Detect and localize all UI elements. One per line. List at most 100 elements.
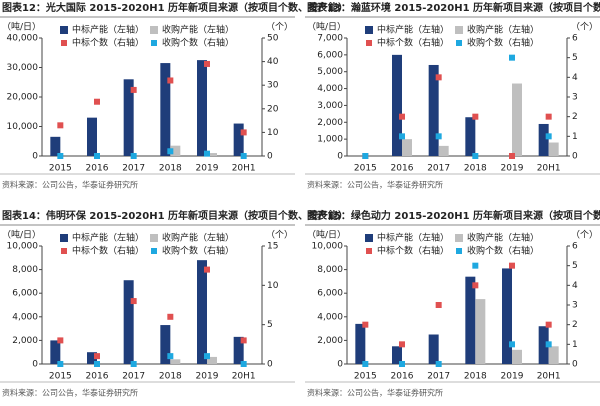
y-tick-label: 6,000	[317, 289, 343, 299]
source-note: 资料来源：公司公告，华泰证券研究所	[2, 388, 138, 398]
point	[130, 86, 137, 93]
x-tick-label: 2017	[122, 164, 145, 174]
bar	[438, 145, 449, 156]
y2-axis-label: （个）	[571, 22, 598, 33]
y2-tick-label: 4	[572, 73, 578, 83]
y-tick-label: 4,000	[317, 312, 343, 322]
legend-label: 中标个数（右轴）	[377, 245, 449, 257]
point	[204, 353, 210, 360]
y2-tick-label: 1	[572, 340, 578, 350]
chart-title: 图表12：光大国际 2015-2020H1 历年新项目来源（按项目个数、按产能）	[2, 1, 348, 14]
x-tick-label: 20H1	[232, 164, 256, 174]
y2-tick-label: 0	[572, 152, 578, 162]
y-tick-label: 0	[337, 360, 343, 370]
bar	[428, 334, 439, 364]
point	[94, 153, 100, 159]
y2-tick-label: 4	[572, 281, 578, 291]
bar	[428, 64, 439, 156]
point	[509, 341, 515, 348]
y2-tick-label: 50	[267, 34, 279, 44]
point	[130, 153, 137, 159]
x-tick-label: 2015	[49, 164, 72, 174]
bar	[512, 83, 522, 156]
bar	[392, 54, 402, 156]
bar	[538, 123, 549, 156]
legend-label: 收购个数（右轴）	[162, 37, 234, 49]
y-tick-label: 10,000	[312, 242, 344, 252]
y-tick-label: 4,000	[12, 312, 38, 322]
y2-tick-label: 10	[267, 128, 279, 138]
y-tick-label: 2,000	[317, 336, 343, 346]
y-tick-label: 20,000	[7, 93, 39, 103]
y-axis-label: （吨/日）	[2, 229, 41, 241]
legend-swatch	[366, 40, 372, 46]
y-tick-label: 30,000	[7, 63, 39, 73]
y-tick-label: 1,000	[317, 135, 343, 145]
bar	[207, 356, 217, 364]
x-tick-label: 20H1	[537, 372, 561, 382]
y-axis-label: （吨/日）	[307, 21, 346, 33]
point	[399, 361, 405, 367]
x-tick-label: 2015	[354, 164, 377, 174]
legend-swatch	[365, 26, 373, 34]
y2-tick-label: 3	[572, 93, 578, 103]
legend-swatch	[150, 26, 158, 34]
bar	[207, 153, 217, 156]
legend-swatch	[60, 26, 68, 34]
point	[167, 77, 174, 84]
point	[362, 361, 369, 367]
bar	[548, 346, 559, 364]
point	[240, 337, 247, 344]
x-tick-label: 2015	[354, 372, 377, 382]
legend-label: 中标个数（右轴）	[377, 37, 449, 49]
y-tick-label: 6,000	[317, 50, 343, 60]
legend-swatch	[61, 248, 67, 254]
chart-title: 图表13：瀚蓝环境 2015-2020H1 历年新项目来源（按项目个数、按产能）	[307, 1, 600, 14]
y-tick-label: 3,000	[317, 101, 343, 111]
bar	[50, 136, 61, 156]
x-tick-label: 2017	[427, 164, 450, 174]
y-tick-label: 40,000	[7, 34, 39, 44]
legend-label: 中标产能（左轴）	[72, 24, 144, 36]
y2-tick-label: 6	[572, 242, 578, 252]
legend-swatch	[60, 234, 68, 242]
y2-axis-label: （个）	[266, 22, 293, 33]
point	[509, 54, 515, 61]
chart-title: 图表14：伟明环保 2015-2020H1 历年新项目来源（按项目个数、按产能）	[2, 209, 348, 222]
legend-swatch	[455, 26, 463, 34]
x-tick-label: 2019	[501, 164, 524, 174]
bar	[197, 60, 207, 156]
point	[240, 361, 247, 367]
y-axis-label: （吨/日）	[2, 21, 41, 33]
point	[57, 122, 64, 129]
legend-label: 中标个数（右轴）	[72, 37, 144, 49]
legend-swatch	[151, 40, 157, 46]
y2-tick-label: 5	[267, 320, 273, 330]
legend-label: 收购个数（右轴）	[467, 37, 539, 49]
point	[435, 361, 442, 367]
point	[545, 113, 552, 120]
point	[240, 153, 247, 159]
legend-label: 收购个数（右轴）	[467, 245, 539, 257]
point	[435, 133, 442, 140]
y2-tick-label: 0	[572, 360, 578, 370]
point	[472, 113, 479, 120]
bar	[465, 117, 476, 156]
y-tick-label: 6,000	[12, 289, 38, 299]
legend-label: 收购产能（左轴）	[467, 24, 539, 36]
bar	[160, 63, 171, 157]
point	[130, 361, 137, 367]
point	[435, 74, 442, 81]
point	[509, 262, 515, 269]
point	[509, 153, 515, 159]
x-tick-label: 2016	[86, 372, 109, 382]
point	[240, 129, 247, 136]
point	[472, 282, 479, 289]
point	[204, 60, 210, 67]
point	[362, 153, 369, 159]
bar	[233, 123, 244, 156]
y2-tick-label: 5	[572, 261, 578, 271]
bar	[502, 268, 512, 364]
y2-tick-label: 10	[267, 281, 279, 291]
